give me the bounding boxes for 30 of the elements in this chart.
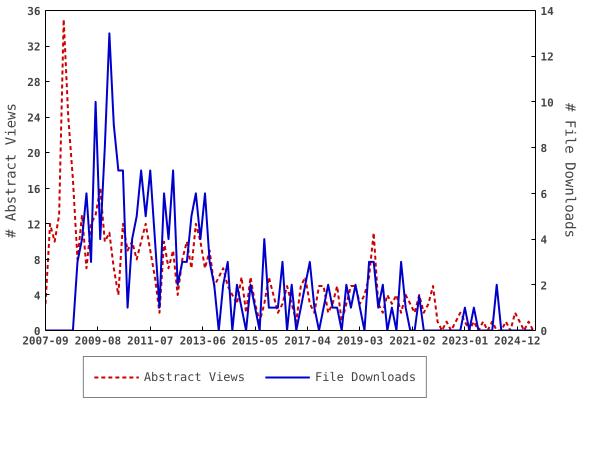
y-tick-label: 16 [27,182,41,196]
y-tick-label: 28 [27,76,41,90]
x-tick-label: 2017-04 [284,334,332,348]
y2-tick-label: 14 [540,5,554,18]
y2-axis-title: # File Downloads [562,103,578,238]
y2-tick-label: 2 [540,279,548,292]
x-tick-label: 2013-06 [180,334,226,348]
y2-tick-label: 12 [540,50,554,64]
y2-tick-label: 6 [540,188,548,201]
y-tick-label: 24 [27,112,41,125]
y-tick-label: 8 [34,254,40,267]
y-tick-label: 36 [27,5,41,18]
legend-label: File Downloads [314,370,416,384]
x-tick-label: 2021-02 [389,334,436,348]
y-tick-label: 4 [34,289,41,302]
x-tick-label: 2015-05 [232,334,278,348]
y-tick-label: 32 [27,40,41,54]
y2-tick-label: 4 [540,234,548,247]
y-tick-label: 12 [27,218,41,232]
x-tick-label: 2009-08 [74,334,122,348]
x-tick-label: 2011-07 [127,334,174,348]
x-tick-label: 2023-01 [442,334,488,348]
y2-tick-label: 0 [540,325,548,338]
y-tick-label: 20 [27,147,41,160]
y-axis-title: # Abstract Views [3,103,20,238]
x-tick-label: 2019-03 [336,334,384,348]
x-tick-label: 2024-12 [494,334,540,348]
y2-tick-label: 10 [540,96,554,110]
legend-label: Abstract Views [144,370,245,384]
y2-tick-label: 8 [540,142,548,156]
